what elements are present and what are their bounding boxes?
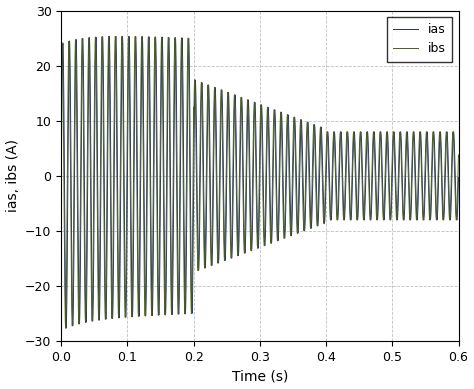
Line: ibs: ibs bbox=[61, 36, 458, 328]
ias bbox=[300, 170, 306, 175]
ibs bbox=[262, 239, 267, 244]
ias bbox=[119, 34, 125, 39]
ibs bbox=[79, 36, 85, 41]
X-axis label: Time (s): Time (s) bbox=[232, 370, 288, 384]
Line: ias: ias bbox=[61, 36, 458, 328]
ibs bbox=[58, 113, 64, 117]
Y-axis label: ias, ibs (A): ias, ibs (A) bbox=[6, 139, 19, 212]
ias bbox=[64, 326, 69, 330]
ias bbox=[58, 184, 64, 189]
ibs bbox=[456, 153, 461, 158]
Legend: ias, ibs: ias, ibs bbox=[387, 17, 452, 61]
ibs bbox=[118, 185, 123, 190]
ibs bbox=[161, 265, 167, 269]
ias bbox=[267, 206, 273, 211]
ias bbox=[161, 200, 167, 205]
ias bbox=[118, 254, 123, 258]
ias bbox=[262, 242, 267, 247]
ias bbox=[79, 58, 85, 63]
ibs bbox=[267, 231, 273, 236]
ias bbox=[456, 175, 461, 180]
ibs bbox=[300, 198, 306, 203]
ibs bbox=[63, 326, 68, 331]
ibs bbox=[119, 34, 125, 39]
